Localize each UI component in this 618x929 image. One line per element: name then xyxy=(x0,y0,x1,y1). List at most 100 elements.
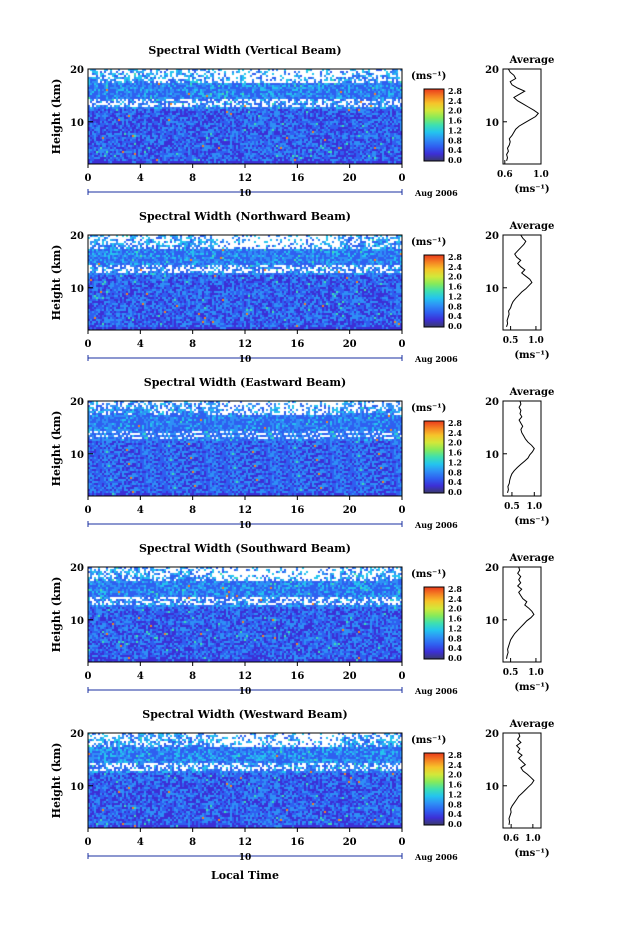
colorbar-tick-label: 1.6 xyxy=(448,116,462,126)
colorbar-tick-label: 2.4 xyxy=(448,594,462,604)
x-tick-label: 0 xyxy=(85,837,92,848)
colorbar-tick-label: 2.4 xyxy=(448,96,462,106)
colorbar-tick-label: 0.0 xyxy=(448,819,462,829)
x-tick-label: 4 xyxy=(137,505,144,516)
panel-1: Spectral Width (Vertical Beam) Height (km… xyxy=(50,44,554,199)
x-tick-label: 16 xyxy=(290,505,304,516)
x-tick-label: 8 xyxy=(189,837,196,848)
date-day: 10 xyxy=(239,189,252,199)
colorbar-tick-label: 0.0 xyxy=(448,653,462,663)
colorbar-unit: (ms⁻¹) xyxy=(411,237,446,248)
profile-title: Average xyxy=(509,55,555,66)
profile-y-tick-label: 10 xyxy=(485,782,499,793)
panel-title: Spectral Width (Vertical Beam) xyxy=(148,44,341,57)
profile-line xyxy=(506,566,535,659)
profile-x-label: (ms⁻¹) xyxy=(514,848,549,859)
profile-y-tick-label: 20 xyxy=(485,231,499,242)
profile-y-tick-label: 20 xyxy=(485,563,499,574)
colorbar-tick-label: 2.8 xyxy=(448,86,462,96)
heatmap xyxy=(88,567,402,662)
y-axis-label: Height (km) xyxy=(50,411,63,487)
profile-x-tick-label: 1.0 xyxy=(528,668,544,678)
colorbar-tick-label: 1.6 xyxy=(448,780,462,790)
profile-frame xyxy=(502,400,542,497)
colorbar-tick-label: 2.0 xyxy=(448,770,462,780)
x-tick-label: 8 xyxy=(189,505,196,516)
y-axis-label: Height (km) xyxy=(50,577,63,653)
heatmap xyxy=(88,235,402,330)
colorbar-tick-label: 2.8 xyxy=(448,750,462,760)
y-tick-label: 10 xyxy=(70,284,84,295)
colorbar-tick-label: 0.4 xyxy=(448,311,462,321)
colorbar xyxy=(423,586,445,660)
x-tick-label: 12 xyxy=(238,505,252,516)
y-axis-label: Height (km) xyxy=(50,245,63,321)
profile-title: Average xyxy=(509,553,555,564)
colorbar-tick-label: 0.8 xyxy=(448,467,462,477)
x-tick-label: 20 xyxy=(343,505,357,516)
panel-3: Spectral Width (Eastward Beam) Height (km… xyxy=(50,376,554,531)
colorbar-tick-label: 0.4 xyxy=(448,477,462,487)
x-tick-label: 0 xyxy=(85,339,92,350)
x-tick-label: 0 xyxy=(399,339,406,350)
colorbar-tick-label: 1.2 xyxy=(448,457,462,467)
x-axis-label: Local Time xyxy=(211,869,279,882)
colorbar-tick-label: 0.8 xyxy=(448,301,462,311)
x-tick-label: 8 xyxy=(189,339,196,350)
colorbar-tick-label: 1.6 xyxy=(448,614,462,624)
profile-x-label: (ms⁻¹) xyxy=(514,682,549,693)
colorbar-unit: (ms⁻¹) xyxy=(411,403,446,414)
profile-y-tick-label: 10 xyxy=(485,450,499,461)
profile-y-tick-label: 10 xyxy=(485,118,499,129)
x-tick-label: 8 xyxy=(189,173,196,184)
colorbar xyxy=(423,254,445,328)
x-tick-label: 0 xyxy=(399,173,406,184)
profile-x-tick-label: 0.6 xyxy=(497,170,513,180)
profile-x-tick-label: 0.5 xyxy=(503,668,519,678)
colorbar-tick-label: 0.8 xyxy=(448,799,462,809)
profile-title: Average xyxy=(509,719,555,730)
y-tick-label: 10 xyxy=(70,782,84,793)
y-tick-label: 10 xyxy=(70,450,84,461)
panel-5: Spectral Width (Westward Beam) Height (km… xyxy=(50,708,554,863)
x-tick-label: 20 xyxy=(343,339,357,350)
y-axis-label: Height (km) xyxy=(50,743,63,819)
profile-title: Average xyxy=(509,221,555,232)
colorbar-tick-label: 2.0 xyxy=(448,106,462,116)
x-tick-label: 20 xyxy=(343,671,357,682)
colorbar-tick-label: 2.0 xyxy=(448,604,462,614)
x-tick-label: 4 xyxy=(137,671,144,682)
panel-title: Spectral Width (Eastward Beam) xyxy=(144,376,346,389)
colorbar-tick-label: 1.2 xyxy=(448,125,462,135)
profile-line xyxy=(506,68,540,161)
panel-title: Spectral Width (Westward Beam) xyxy=(142,708,347,721)
x-tick-label: 4 xyxy=(137,837,144,848)
colorbar-tick-label: 1.2 xyxy=(448,789,462,799)
x-tick-label: 12 xyxy=(238,173,252,184)
colorbar xyxy=(423,752,445,826)
profile-x-tick-label: 1.0 xyxy=(528,336,544,346)
profile-frame xyxy=(502,566,542,663)
profile-y-tick-label: 10 xyxy=(485,284,499,295)
profile-y-tick-label: 10 xyxy=(485,616,499,627)
colorbar-tick-label: 1.2 xyxy=(448,623,462,633)
colorbar-tick-label: 0.8 xyxy=(448,135,462,145)
heatmap xyxy=(88,733,402,828)
profile-x-tick-label: 0.6 xyxy=(503,834,519,844)
colorbar-tick-label: 0.4 xyxy=(448,809,462,819)
profile-x-tick-label: 1.0 xyxy=(533,170,549,180)
colorbar xyxy=(423,420,445,494)
colorbar-tick-label: 0.0 xyxy=(448,321,462,331)
x-tick-label: 8 xyxy=(189,671,196,682)
x-tick-label: 12 xyxy=(238,837,252,848)
x-tick-label: 12 xyxy=(238,339,252,350)
profile-frame xyxy=(502,732,542,829)
profile-line xyxy=(507,400,535,493)
profile-x-label: (ms⁻¹) xyxy=(514,350,549,361)
x-tick-label: 4 xyxy=(137,339,144,350)
date-day: 10 xyxy=(239,687,252,697)
colorbar-tick-label: 0.4 xyxy=(448,145,462,155)
colorbar-unit: (ms⁻¹) xyxy=(411,71,446,82)
colorbar xyxy=(423,88,445,162)
